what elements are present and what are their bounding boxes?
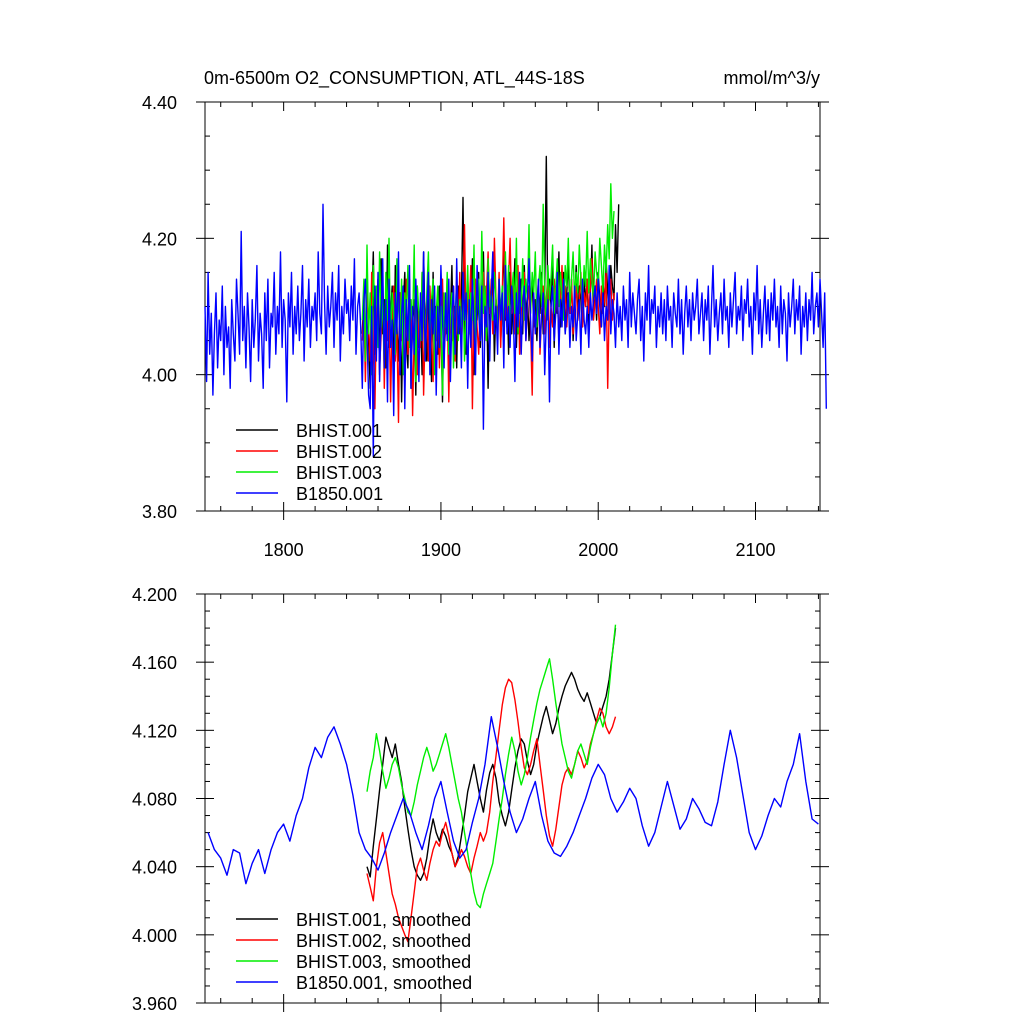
y-tick-label: 4.200: [132, 585, 177, 605]
bottom-panel: 3.960 4.000 4.040 4.080 4.120 4.160 4.200 BHIST…: [132, 585, 829, 1014]
x-tick-label: 2100: [735, 540, 775, 560]
y-tick-label: 4.120: [132, 721, 177, 741]
y-tick-label: 4.000: [132, 926, 177, 946]
y-tick-label: 4.40: [142, 93, 177, 113]
chart-title: 0m-6500m O2_CONSUMPTION, ATL_44S-18S: [204, 68, 585, 89]
legend-label: B1850.001, smoothed: [296, 973, 472, 993]
y-tick-label: 4.040: [132, 858, 177, 878]
chart-units: mmol/m^3/y: [724, 68, 820, 88]
legend-label: BHIST.001, smoothed: [296, 910, 471, 930]
y-tick-label: 3.80: [142, 502, 177, 522]
x-tick-label: 1800: [264, 540, 304, 560]
legend-label: B1850.001: [296, 484, 383, 504]
legend-label: BHIST.002: [296, 442, 382, 462]
series-line: [366, 624, 617, 909]
series-line: [204, 203, 827, 458]
legend-label: BHIST.002, smoothed: [296, 931, 471, 951]
y-tick-label: 4.080: [132, 790, 177, 810]
y-tick-label: 4.00: [142, 366, 177, 386]
legend-label: BHIST.003, smoothed: [296, 952, 471, 972]
legend-label: BHIST.001: [296, 421, 382, 441]
x-tick-label: 1900: [421, 540, 461, 560]
series-line: [207, 716, 819, 885]
y-tick-label: 4.20: [142, 229, 177, 249]
y-tick-label: 4.160: [132, 653, 177, 673]
series-line: [366, 628, 617, 881]
x-tick-label: 2000: [578, 540, 618, 560]
y-tick-label: 3.960: [132, 994, 177, 1014]
legend-label: BHIST.003: [296, 463, 382, 483]
top-panel: 1800 1900 2000 2100 3.80 4.00 4.20 4.40 BHIST.00…: [142, 93, 829, 560]
